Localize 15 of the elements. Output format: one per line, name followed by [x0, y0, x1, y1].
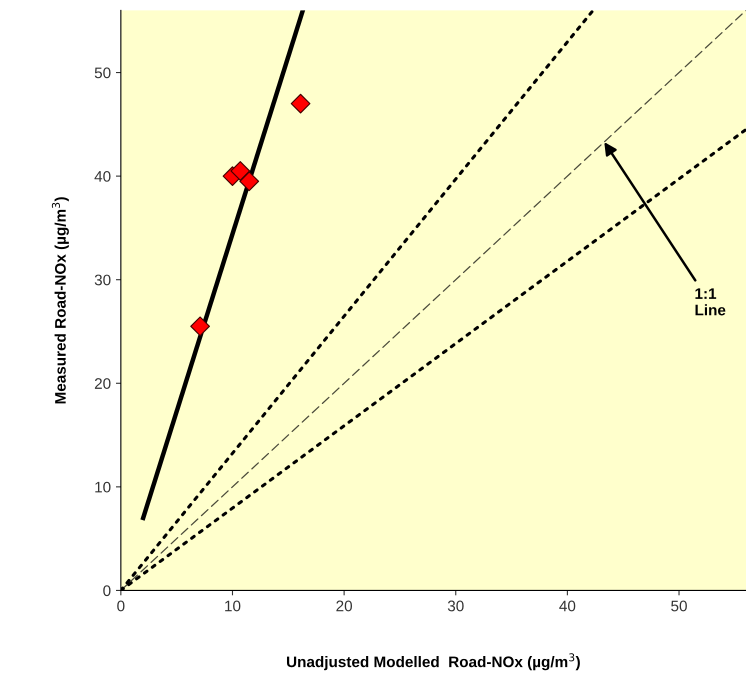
y-axis-title: Measured Road-NOx (µg/m$^{3}$): [52, 197, 69, 404]
y-tick-label: 10: [95, 482, 111, 493]
y-tick-label: 0: [103, 585, 111, 596]
x-tick-label: 0: [117, 600, 125, 612]
annotation: 1:1 Line: [695, 288, 726, 316]
x-tick-label: 50: [671, 600, 687, 612]
x-tick-label: 40: [559, 600, 576, 612]
x-tick-label: 20: [336, 600, 352, 612]
x-tick-label: 10: [225, 600, 240, 612]
x-tick-label: 30: [448, 600, 464, 612]
y-tick-label: 50: [94, 67, 111, 78]
y-tick-label: 20: [94, 378, 111, 389]
x-axis-title: Unadjusted Modelled Road-NOx (µg/m$^{3}$): [286, 653, 580, 670]
y-tick-label: 40: [94, 170, 111, 182]
y-tick-label: 30: [94, 274, 111, 286]
